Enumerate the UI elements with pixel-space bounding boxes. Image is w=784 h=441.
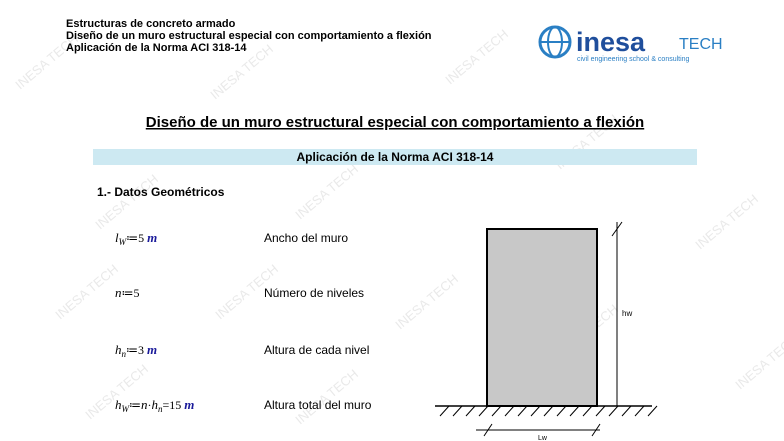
- hatch-line: [621, 405, 632, 417]
- wall-diagram: hw Lw: [435, 221, 658, 441]
- hatch-line: [465, 405, 476, 417]
- dimension-tick: [591, 423, 601, 437]
- expr-part: m: [147, 342, 157, 357]
- expr-part: W: [119, 237, 128, 247]
- expr-part: ≔: [129, 398, 141, 412]
- expr-part: ≔3: [126, 343, 147, 357]
- dimension-tick: [611, 221, 623, 237]
- hatch-line: [439, 405, 450, 417]
- hatch-line: [556, 405, 567, 417]
- header-line: Diseño de un muro estructural especial c…: [66, 30, 432, 42]
- expr-part: m: [147, 230, 157, 245]
- expr-part: h: [115, 342, 122, 357]
- expr-part: l: [115, 230, 119, 245]
- hatch-line: [543, 405, 554, 417]
- math-expression: hn≔3 m: [115, 342, 157, 359]
- hatch-line: [634, 405, 645, 417]
- row-description: Número de niveles: [264, 286, 364, 300]
- row-description: Ancho del muro: [264, 231, 348, 245]
- header-line: Estructuras de concreto armado: [66, 18, 236, 30]
- hatch-line: [647, 405, 658, 417]
- math-expression: hW≔n·hn=15 m: [115, 397, 194, 414]
- expr-part: h: [152, 397, 159, 412]
- logo-tech: TECH: [679, 36, 723, 53]
- hatch-line: [517, 405, 528, 417]
- math-expression: lW≔5 m: [115, 230, 157, 247]
- section-heading: 1.- Datos Geométricos: [97, 185, 225, 199]
- hatch-line: [504, 405, 515, 417]
- logo: inesa TECH civil engineering school & co…: [538, 25, 723, 63]
- expr-part: n: [122, 349, 127, 359]
- dimension-tick: [483, 423, 493, 437]
- row-description: Altura total del muro: [264, 398, 372, 412]
- hatch-line: [569, 405, 580, 417]
- hatch-line: [452, 405, 463, 417]
- row-description: Altura de cada nivel: [264, 343, 369, 357]
- width-label: Lw: [538, 435, 548, 441]
- hatch-line: [608, 405, 619, 417]
- hatch-line: [530, 405, 541, 417]
- logo-brand: inesa: [576, 27, 646, 57]
- height-label: hw: [622, 309, 632, 318]
- expr-part: n: [158, 404, 163, 414]
- expr-part: W: [122, 404, 131, 414]
- expr-part: n: [115, 285, 122, 300]
- expr-part: m: [184, 397, 194, 412]
- hatch-line: [595, 405, 606, 417]
- doc-title: Diseño de un muro estructural especial c…: [146, 114, 644, 131]
- doc-subtitle: Aplicación de la Norma ACI 318-14: [297, 150, 494, 164]
- logo-tagline: civil engineering school & consulting: [577, 56, 690, 63]
- expr-part: =15: [163, 398, 185, 412]
- ground-hatch: [439, 405, 658, 417]
- wall: [486, 228, 598, 407]
- header-line: Aplicación de la Norma ACI 318-14: [66, 42, 247, 54]
- expr-part: n: [141, 397, 148, 412]
- math-expression: n≔5: [115, 285, 140, 300]
- hatch-line: [582, 405, 593, 417]
- subtitle-band: [93, 149, 697, 165]
- hatch-line: [491, 405, 502, 417]
- expr-part: ≔5: [126, 231, 147, 245]
- hatch-line: [478, 405, 489, 417]
- expr-part: ≔5: [122, 286, 140, 300]
- expr-part: ·: [148, 398, 152, 412]
- expr-part: h: [115, 397, 122, 412]
